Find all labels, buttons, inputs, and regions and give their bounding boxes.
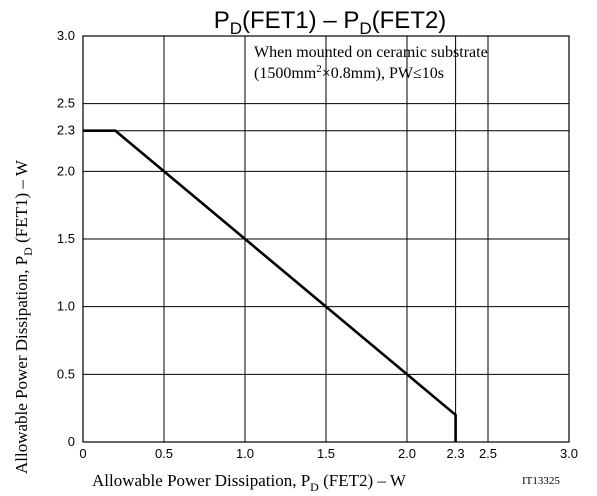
x-tick-label: 2.0 (398, 446, 416, 461)
plot-frame (82, 35, 570, 443)
y-tick-label: 0.5 (57, 366, 75, 381)
x-tick-label: 0 (79, 446, 86, 461)
annotation-line-2: (1500mm2×0.8mm), PW≤10s (254, 63, 444, 82)
y-axis-label: Allowable Power Dissipation, PD (FET1) –… (12, 159, 35, 474)
x-tick-label: 0.5 (155, 446, 173, 461)
y-tick-label: 2.0 (57, 163, 75, 178)
y-tick-label: 0 (68, 434, 75, 449)
x-tick-label: 2.3 (447, 446, 465, 461)
chart-title: PD(FET1) – PD(FET2) (214, 7, 447, 38)
y-tick-label: 3.0 (57, 28, 75, 43)
annotation-line-1: When mounted on ceramic substrate (254, 44, 488, 61)
x-tick-label: 3.0 (560, 446, 578, 461)
derating-curve (83, 129, 457, 442)
y-tick-label: 1.5 (57, 231, 75, 246)
x-tick-label: 1.0 (236, 446, 254, 461)
y-tick-label: 2.5 (57, 96, 75, 111)
y-tick-label: 2.3 (57, 123, 75, 138)
plot-area (82, 35, 570, 443)
y-tick-label: 1.0 (57, 299, 75, 314)
y-tick-labels: 0 0.5 1.0 1.5 2.0 2.3 2.5 3.0 (57, 28, 75, 449)
x-tick-label: 2.5 (479, 446, 497, 461)
x-tick-label: 1.5 (317, 446, 335, 461)
figure-code: IT13325 (522, 475, 560, 487)
series-layer (83, 129, 457, 442)
x-axis-label: Allowable Power Dissipation, PD (FET2) –… (92, 471, 407, 494)
grid (82, 35, 570, 443)
x-tick-labels: 0 0.5 1.0 1.5 2.0 2.3 2.5 3.0 (79, 446, 578, 461)
